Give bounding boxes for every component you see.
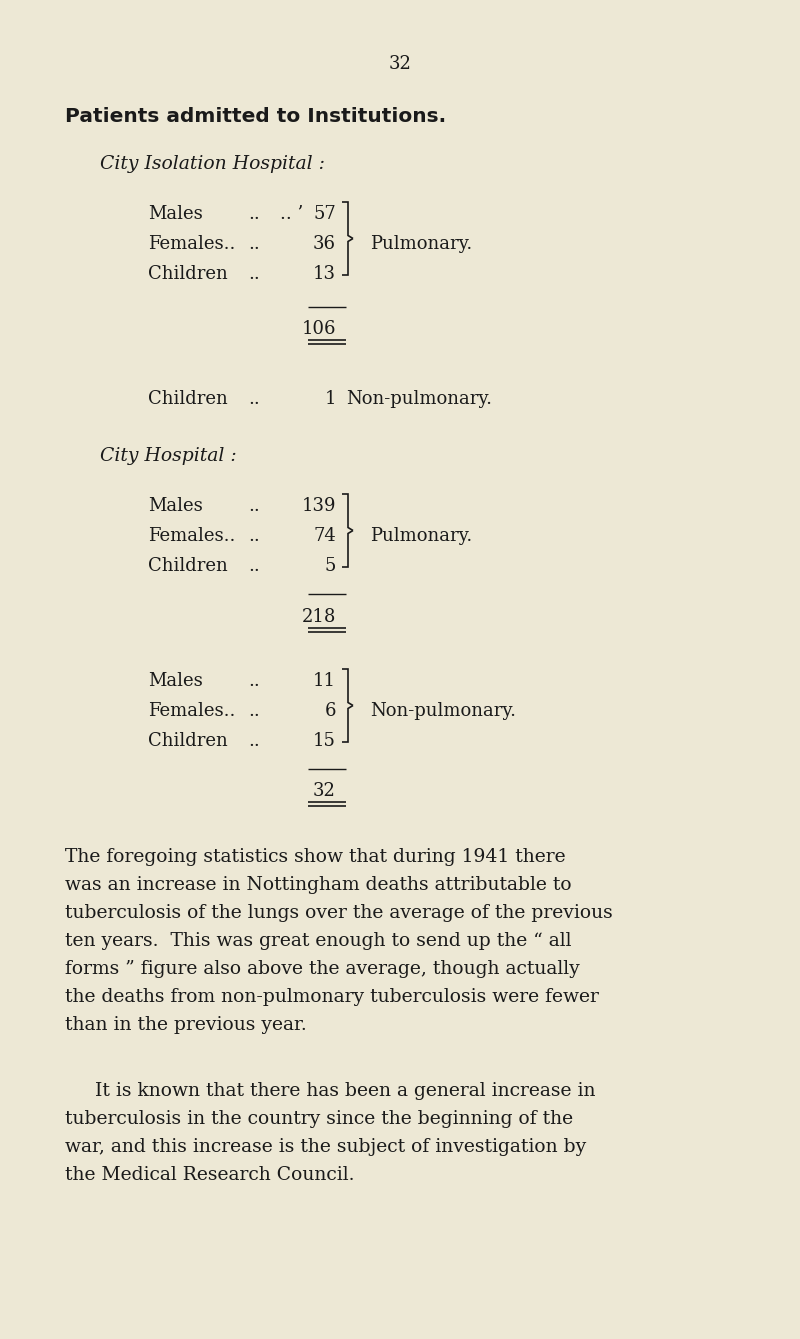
Text: war, and this increase is the subject of investigation by: war, and this increase is the subject of… [65, 1138, 586, 1156]
Text: Children: Children [148, 390, 228, 408]
Text: Non-pulmonary.: Non-pulmonary. [346, 390, 492, 408]
Text: tuberculosis of the lungs over the average of the previous: tuberculosis of the lungs over the avera… [65, 904, 613, 923]
Text: was an increase in Nottingham deaths attributable to: was an increase in Nottingham deaths att… [65, 876, 572, 894]
Text: Females..: Females.. [148, 236, 235, 253]
Text: ..: .. [248, 702, 260, 720]
Text: Non-pulmonary.: Non-pulmonary. [370, 702, 516, 720]
Text: ..: .. [248, 390, 260, 408]
Text: ..: .. [248, 528, 260, 545]
Text: Males: Males [148, 672, 202, 690]
Text: It is known that there has been a general increase in: It is known that there has been a genera… [95, 1082, 595, 1101]
Text: ..: .. [248, 732, 260, 750]
Text: ten years.  This was great enough to send up the “ all: ten years. This was great enough to send… [65, 932, 571, 949]
Text: the Medical Research Council.: the Medical Research Council. [65, 1166, 354, 1184]
Text: 74: 74 [314, 528, 336, 545]
Text: 32: 32 [313, 782, 336, 799]
Text: 218: 218 [302, 608, 336, 627]
Text: tuberculosis in the country since the beginning of the: tuberculosis in the country since the be… [65, 1110, 573, 1127]
Text: ..: .. [248, 265, 260, 283]
Text: Females..: Females.. [148, 702, 235, 720]
Text: ..: .. [248, 557, 260, 574]
Text: 139: 139 [302, 497, 336, 516]
Text: Pulmonary.: Pulmonary. [370, 236, 472, 253]
Text: 1: 1 [325, 390, 336, 408]
Text: 13: 13 [313, 265, 336, 283]
Text: the deaths from non-pulmonary tuberculosis were fewer: the deaths from non-pulmonary tuberculos… [65, 988, 599, 1006]
Text: 57: 57 [314, 205, 336, 224]
Text: Children: Children [148, 557, 228, 574]
Text: forms ” figure also above the average, though actually: forms ” figure also above the average, t… [65, 960, 580, 977]
Text: Males: Males [148, 497, 202, 516]
Text: Males: Males [148, 205, 202, 224]
Text: ..: .. [248, 205, 260, 224]
Text: 11: 11 [313, 672, 336, 690]
Text: Pulmonary.: Pulmonary. [370, 528, 472, 545]
Text: The foregoing statistics show that during 1941 there: The foregoing statistics show that durin… [65, 848, 566, 866]
Text: Children: Children [148, 732, 228, 750]
Text: ..: .. [248, 236, 260, 253]
Text: ..: .. [248, 672, 260, 690]
Text: City Isolation Hospital :: City Isolation Hospital : [100, 155, 325, 173]
Text: ..: .. [248, 497, 260, 516]
Text: 6: 6 [325, 702, 336, 720]
Text: 32: 32 [389, 55, 411, 74]
Text: 15: 15 [313, 732, 336, 750]
Text: Children: Children [148, 265, 228, 283]
Text: City Hospital :: City Hospital : [100, 447, 237, 465]
Text: than in the previous year.: than in the previous year. [65, 1016, 306, 1034]
Text: .. ’: .. ’ [280, 205, 303, 224]
Text: 106: 106 [302, 320, 336, 337]
Text: Females..: Females.. [148, 528, 235, 545]
Text: 5: 5 [325, 557, 336, 574]
Text: 36: 36 [313, 236, 336, 253]
Text: Patients admitted to Institutions.: Patients admitted to Institutions. [65, 107, 446, 126]
